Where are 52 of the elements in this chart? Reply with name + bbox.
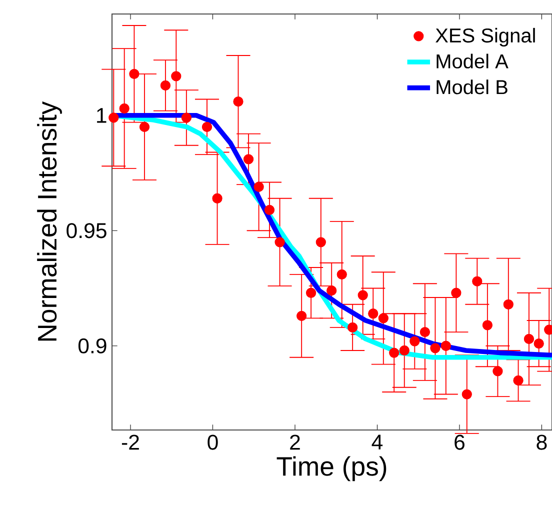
point [233, 96, 244, 107]
point [202, 122, 212, 132]
legend-label: XES Signal [436, 28, 535, 47]
x-tick-label: 4 [372, 434, 383, 450]
point [462, 389, 472, 400]
point [378, 313, 388, 324]
point [326, 285, 337, 296]
point [296, 310, 307, 321]
point [440, 340, 451, 351]
y-axis-title: Normalized Intensity [37, 101, 62, 341]
point [160, 80, 171, 91]
x-tick-label: -2 [122, 434, 139, 450]
x-tick-label: 6 [454, 434, 464, 450]
point [181, 112, 192, 123]
point [171, 71, 182, 82]
point [129, 68, 140, 79]
point [243, 154, 254, 164]
point [513, 375, 524, 386]
y-tick-label: 1 [97, 108, 106, 123]
legend-label: Model B [436, 80, 508, 94]
point [410, 336, 420, 346]
y-tick-label: 0.9 [78, 338, 106, 354]
point [482, 320, 493, 330]
point [264, 204, 275, 215]
point [492, 366, 503, 376]
point [306, 288, 316, 298]
x-tick-label: 2 [290, 434, 300, 450]
y-tick-label: 0.95 [66, 223, 106, 238]
point [472, 276, 482, 286]
x-tick-label: 0 [208, 434, 218, 450]
point [430, 343, 440, 354]
point [336, 269, 347, 280]
point [503, 299, 514, 310]
point [358, 290, 368, 300]
point [399, 345, 410, 356]
legend-label: Model A [436, 54, 508, 68]
point [534, 338, 544, 349]
point [524, 334, 534, 344]
point [451, 288, 462, 298]
point [108, 112, 119, 123]
point [254, 182, 264, 192]
point [389, 348, 400, 358]
point [420, 326, 430, 338]
point [139, 122, 150, 132]
point [212, 193, 222, 204]
point [368, 308, 378, 319]
x-axis-title: Time (ps) [276, 456, 386, 482]
point [316, 237, 326, 248]
point [347, 322, 358, 333]
x-tick-label: 8 [536, 434, 547, 450]
point [119, 103, 130, 114]
point [274, 237, 285, 248]
